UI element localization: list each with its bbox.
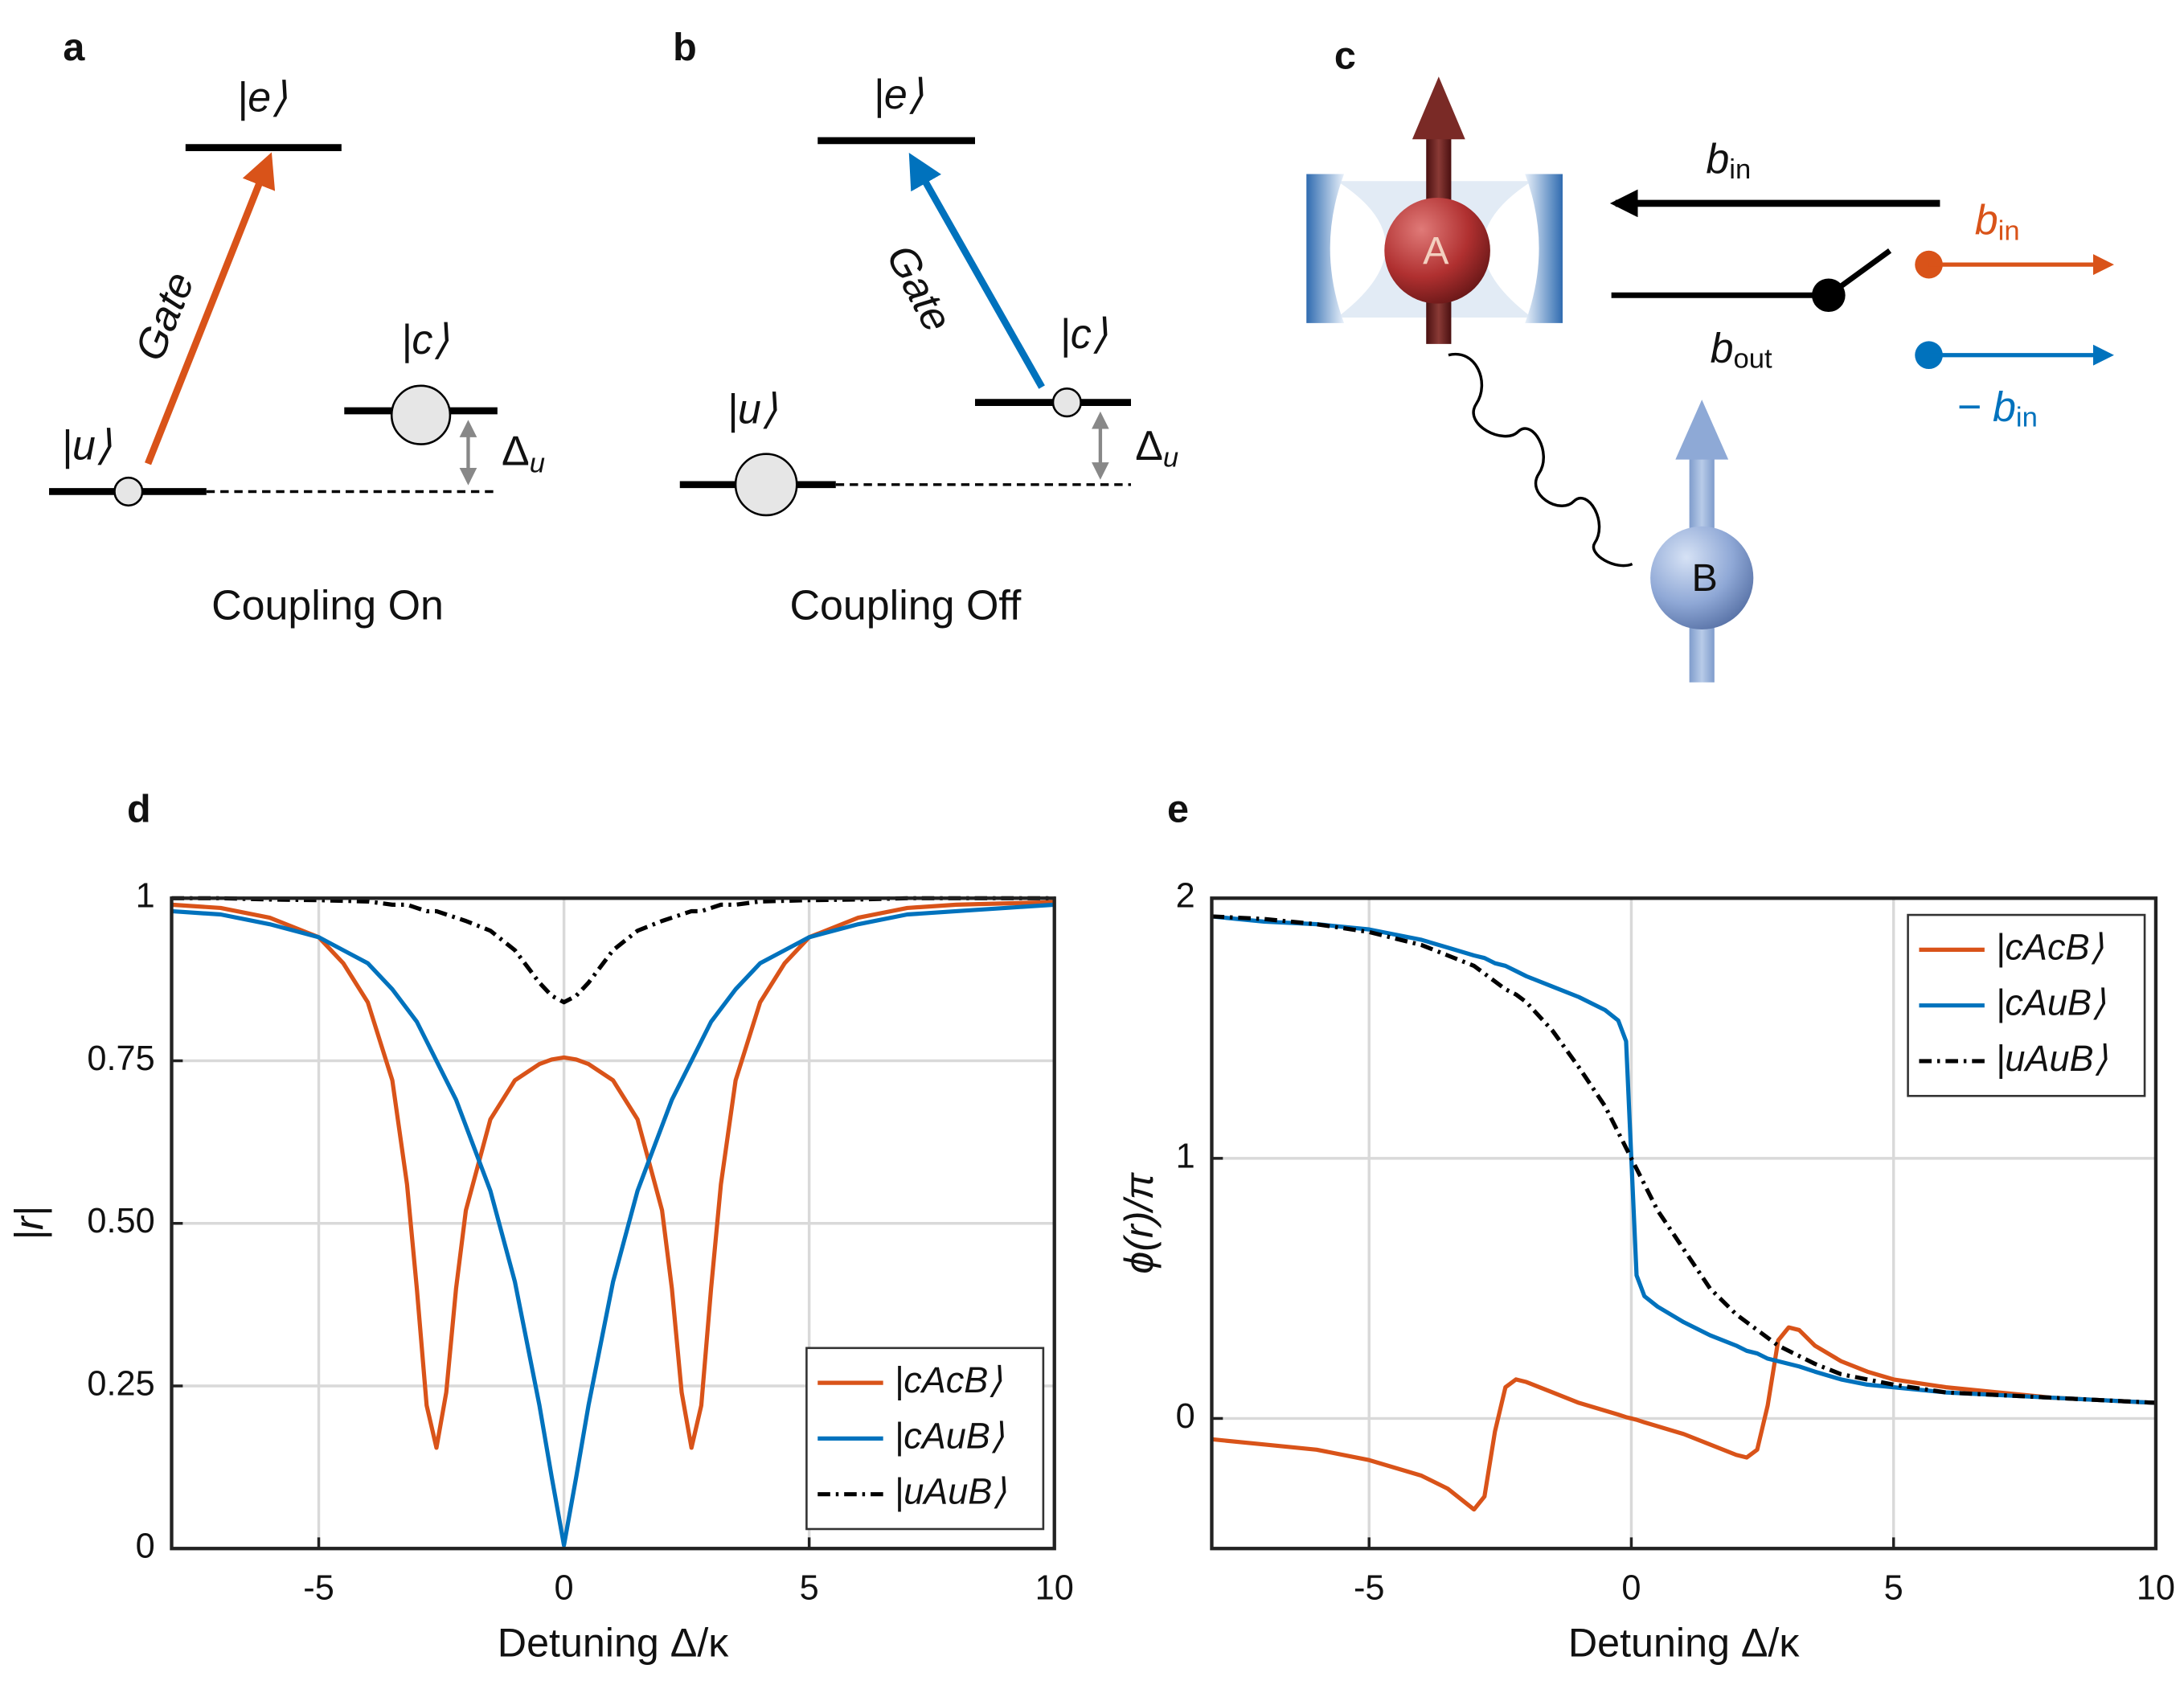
coupling-wave bbox=[1448, 352, 1633, 568]
symbol: Δ bbox=[1135, 422, 1163, 469]
x-tick-label: 0 bbox=[1621, 1569, 1641, 1608]
ket-c: |c⟩ bbox=[401, 317, 449, 363]
y-tick-label: 1 bbox=[136, 877, 155, 916]
spin-arrowhead bbox=[1412, 76, 1465, 140]
y-tick-label: 1 bbox=[1176, 1137, 1195, 1175]
subscript: u bbox=[530, 449, 545, 479]
chart: d 0 0.25 0.50 0.75 1 -5 0 5 10 Detuning Δ/κ |r| |cAc… bbox=[7, 788, 1074, 1666]
ket-e: |e⟩ bbox=[873, 72, 924, 118]
symbol: Δ bbox=[502, 428, 530, 474]
panel-c: c A bin bout bin − bin B bbox=[1306, 35, 2114, 683]
y-tick-label: 0.25 bbox=[87, 1364, 154, 1403]
plot-frame bbox=[1210, 896, 2158, 1551]
series-line bbox=[171, 900, 1055, 1450]
series-line bbox=[1211, 914, 2157, 1405]
panel-label: b bbox=[673, 26, 697, 69]
subscript: u bbox=[1163, 443, 1178, 474]
spin-arrowhead bbox=[1675, 400, 1729, 460]
legend-entry: |cAuB⟩ bbox=[895, 1415, 1005, 1456]
y-axis-label: |r| bbox=[7, 1206, 53, 1240]
ket-u: |u⟩ bbox=[727, 386, 777, 433]
atom-label: B bbox=[1692, 556, 1718, 600]
plot-frame bbox=[170, 896, 1056, 1551]
y-tick-label: 0 bbox=[136, 1527, 155, 1566]
legend-entry: |cAcB⟩ bbox=[895, 1359, 1003, 1400]
population bbox=[1051, 387, 1082, 418]
x-tick-label: 10 bbox=[2137, 1569, 2175, 1608]
y-axis-label: ϕ(r)/π bbox=[1117, 1172, 1162, 1274]
blue-label: − bin bbox=[1957, 383, 2038, 433]
population bbox=[734, 453, 798, 517]
population bbox=[390, 384, 452, 445]
legend-entry: |uAuB⟩ bbox=[895, 1471, 1007, 1512]
subscript: in bbox=[1998, 215, 2020, 246]
legend-entry: |uAuB⟩ bbox=[1996, 1038, 2108, 1079]
panel-label: e bbox=[1167, 788, 1189, 831]
symbol: b bbox=[1975, 197, 1998, 244]
atom-b bbox=[1650, 526, 1754, 629]
ket-c: |c⟩ bbox=[1059, 311, 1108, 358]
symbol: − b bbox=[1957, 383, 2016, 430]
ket-e: |e⟩ bbox=[237, 74, 288, 121]
panel-label: a bbox=[63, 26, 85, 69]
subscript: in bbox=[1729, 154, 1751, 185]
series-line bbox=[1211, 914, 2157, 1405]
panel-label: c bbox=[1334, 35, 1356, 78]
caption: Coupling On bbox=[211, 583, 444, 629]
caption: Coupling Off bbox=[789, 583, 1021, 629]
mirror bbox=[1306, 174, 1345, 323]
output-label: bout bbox=[1711, 325, 1772, 375]
y-tick-label: 0.75 bbox=[87, 1039, 154, 1078]
series-line bbox=[171, 902, 1055, 1548]
population bbox=[113, 476, 144, 507]
orange-label: bin bbox=[1975, 197, 2020, 247]
x-tick-label: 5 bbox=[800, 1569, 819, 1608]
x-tick-label: 10 bbox=[1035, 1569, 1074, 1608]
series-line bbox=[1211, 1325, 2157, 1512]
gate-label: Gate bbox=[877, 237, 961, 339]
y-tick-label: 2 bbox=[1176, 877, 1195, 916]
chart: e 0 1 2 -5 0 5 10 Detuning Δ/κ ϕ(r)/π |cAcB⟩ |cAuB⟩… bbox=[1117, 788, 2175, 1666]
symbol: b bbox=[1711, 325, 1734, 371]
mirror bbox=[1525, 174, 1563, 323]
y-tick-label: 0 bbox=[1176, 1397, 1195, 1436]
subscript: in bbox=[2016, 403, 2038, 433]
detuning-label: Δu bbox=[1135, 422, 1178, 473]
legend-entry: |cAcB⟩ bbox=[1996, 926, 2104, 967]
x-tick-label: 0 bbox=[555, 1569, 574, 1608]
atom-label: A bbox=[1423, 229, 1449, 273]
detuning-label: Δu bbox=[502, 428, 545, 478]
atom-a bbox=[1384, 197, 1490, 304]
x-tick-label: 5 bbox=[1884, 1569, 1903, 1608]
legend-entry: |cAuB⟩ bbox=[1996, 982, 2106, 1023]
panel-label: d bbox=[127, 788, 151, 831]
panel-b: b |e⟩ Gate |c⟩ |u⟩ Δu Coupling Off bbox=[673, 26, 1178, 629]
ket-u: |u⟩ bbox=[61, 422, 112, 469]
panel-a: a |e⟩ Gate |u⟩ |c⟩ Δu Coupling On bbox=[49, 26, 545, 629]
gate-arrow bbox=[908, 152, 1045, 389]
symbol: b bbox=[1706, 136, 1729, 182]
input-label: bin bbox=[1706, 136, 1751, 186]
gate-arrow bbox=[145, 152, 276, 465]
subscript: out bbox=[1734, 344, 1773, 375]
x-tick-label: -5 bbox=[1354, 1569, 1385, 1608]
x-axis-label: Detuning Δ/κ bbox=[1568, 1621, 1800, 1666]
x-tick-label: -5 bbox=[303, 1569, 334, 1608]
switch bbox=[1826, 248, 1892, 298]
y-tick-label: 0.50 bbox=[87, 1202, 154, 1240]
x-axis-label: Detuning Δ/κ bbox=[498, 1621, 729, 1666]
